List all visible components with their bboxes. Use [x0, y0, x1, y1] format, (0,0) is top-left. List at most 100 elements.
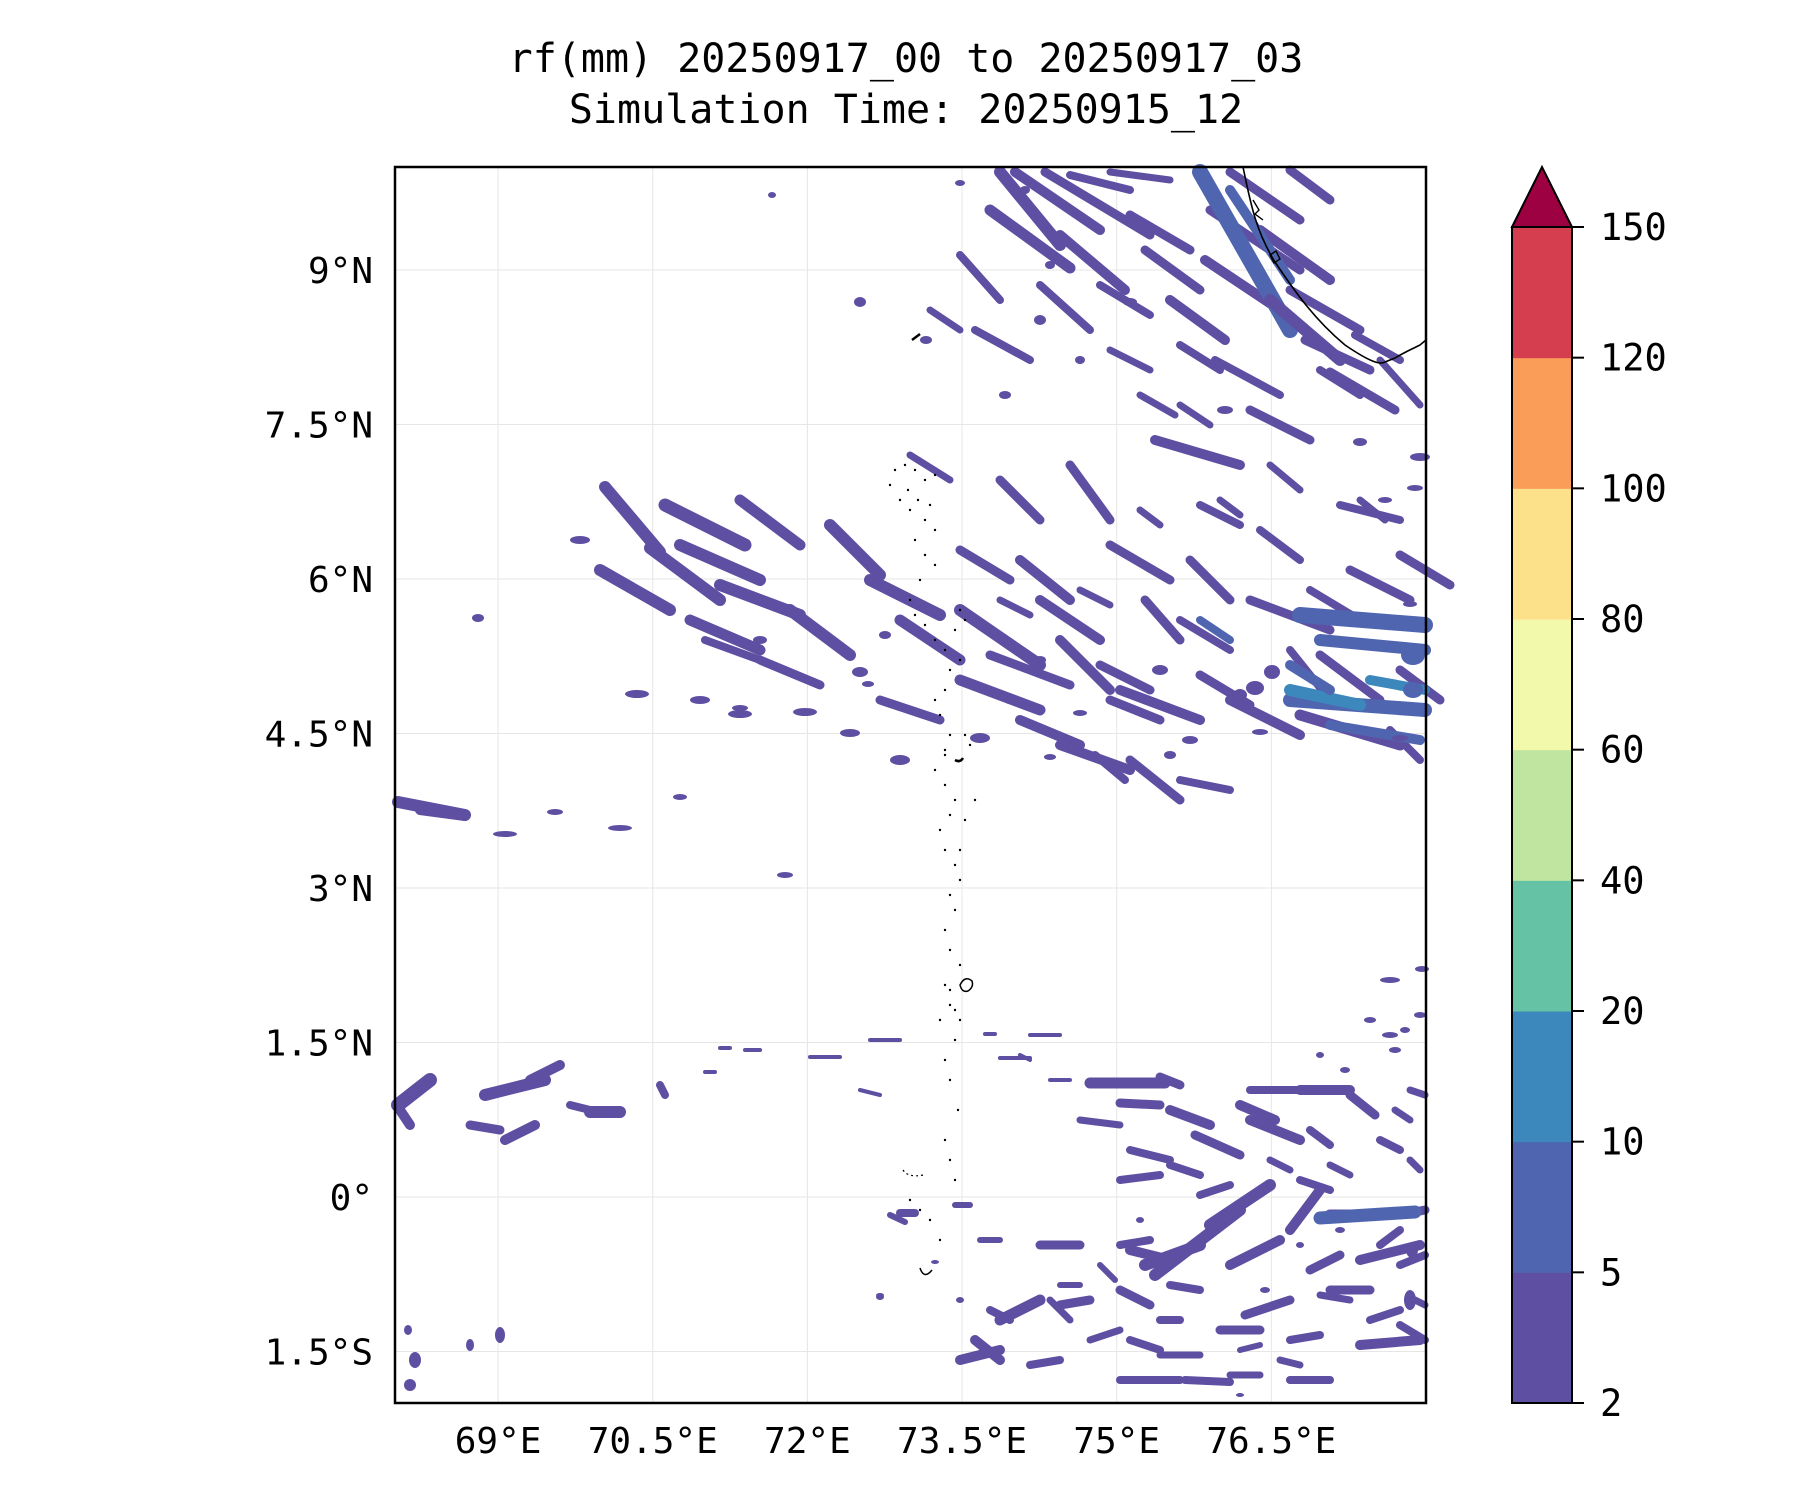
island-dot	[948, 1158, 952, 1162]
rain-streak	[391, 1073, 437, 1112]
island-dot	[898, 498, 902, 502]
island-dot	[968, 743, 972, 747]
island-dot	[963, 818, 967, 822]
rain-blob	[862, 681, 874, 687]
rain-streak	[1140, 595, 1185, 645]
rain-blob	[1044, 754, 1056, 760]
rain-blob	[1382, 1032, 1398, 1038]
rain-streak	[995, 475, 1045, 525]
rain-blob	[1364, 1017, 1376, 1023]
rain-streak	[1076, 586, 1114, 609]
colorbar-tick-label: 5	[1600, 1251, 1622, 1294]
rain-streak	[1245, 595, 1335, 635]
rainfall-contours	[391, 164, 1455, 1397]
rain-streak	[1185, 555, 1235, 605]
island-dot	[933, 768, 937, 772]
addu-atoll	[919, 1267, 933, 1276]
colorbar-segment	[1512, 880, 1572, 1012]
rain-blob	[955, 180, 965, 186]
rain-streak	[500, 1120, 540, 1145]
rain-blob	[1004, 696, 1016, 704]
rain-blob	[1226, 1327, 1234, 1333]
lat-tick-label: 1.5°N	[265, 1024, 373, 1065]
island-dot	[953, 863, 957, 867]
rain-streak	[1010, 167, 1105, 235]
island-dot	[923, 518, 927, 522]
rain-streak	[1211, 356, 1284, 399]
rain-blob	[1217, 406, 1233, 414]
rain-blob	[1403, 601, 1417, 607]
rain-streak	[926, 306, 964, 334]
rain-streak	[1046, 1296, 1074, 1324]
island-dot	[913, 538, 917, 542]
rain-blob	[1164, 751, 1176, 759]
colorbar: 2 5 10 20 40 60 80 100 120 150	[1510, 164, 1667, 1425]
rain-streak	[1266, 461, 1304, 494]
colorbar-extend-arrow	[1510, 164, 1574, 228]
rain-streak	[1097, 1262, 1118, 1283]
rain-streak	[1285, 165, 1335, 205]
rain-blob	[1123, 298, 1137, 306]
rain-blob	[547, 809, 563, 815]
rain-blob	[625, 690, 649, 698]
rain-streak	[1166, 1161, 1204, 1179]
rain-streak	[1355, 1335, 1425, 1350]
island-dot	[943, 848, 947, 852]
rain-streak	[1106, 168, 1174, 184]
rain-streak	[1150, 435, 1245, 470]
rain-blob	[1403, 682, 1423, 698]
rain-streak	[1356, 496, 1389, 524]
island-dot	[943, 1138, 947, 1142]
rain-streak	[1225, 1235, 1285, 1270]
colorbar-frame	[1511, 226, 1573, 1404]
rain-blob	[931, 1260, 939, 1264]
rain-streak	[1066, 171, 1134, 194]
rain-streak	[1266, 1156, 1294, 1174]
island-dot	[923, 478, 927, 482]
rain-streak	[1255, 225, 1335, 285]
rain-streak	[1116, 1236, 1154, 1249]
island-dot	[953, 798, 957, 802]
rain-streak	[985, 650, 1075, 690]
rain-streak	[906, 451, 954, 484]
rain-blob	[690, 696, 710, 704]
rain-streak	[864, 574, 946, 621]
rain-blob	[879, 631, 891, 639]
rain-streak	[1216, 496, 1244, 519]
rain-streak	[1125, 210, 1195, 255]
island-dot	[948, 1078, 952, 1082]
island-dot	[913, 613, 917, 617]
rain-streak	[594, 564, 676, 616]
island-dot	[933, 528, 937, 532]
rain-blob	[970, 733, 990, 743]
island-outline	[959, 978, 974, 993]
rain-streak	[1176, 616, 1234, 654]
rain-streak	[1086, 1326, 1124, 1344]
rain-streak	[1315, 650, 1385, 705]
rain-streak	[1140, 245, 1205, 295]
rain-blob	[1414, 1012, 1426, 1018]
colorbar-segment	[1512, 1272, 1572, 1404]
lon-tick-label: 69°E	[455, 1421, 542, 1462]
island-dot	[918, 578, 922, 582]
rain-blob	[608, 825, 632, 831]
rain-blob	[1401, 645, 1425, 665]
rain-streak	[1165, 295, 1230, 345]
rain-streak	[954, 604, 1046, 671]
colorbar-tick-label: 40	[1600, 859, 1645, 902]
rain-streak	[1225, 167, 1305, 225]
longitude-tick-labels: 69°E 70.5°E 72°E 73.5°E 75°E 76.5°E	[455, 1421, 1337, 1462]
island-dot	[906, 488, 910, 492]
rain-streak	[755, 655, 825, 690]
island-dot	[913, 468, 917, 472]
rain-blob	[1378, 497, 1392, 503]
colorbar-tick-label: 10	[1600, 1121, 1645, 1164]
rain-blob	[777, 872, 793, 878]
lon-tick-label: 75°E	[1073, 1421, 1160, 1462]
rain-blob	[1380, 977, 1400, 983]
rain-streak	[1035, 595, 1105, 645]
rain-streak	[1105, 695, 1165, 725]
island-dot	[923, 623, 927, 627]
island-dot	[938, 828, 942, 832]
rain-streak	[1411, 1296, 1429, 1309]
